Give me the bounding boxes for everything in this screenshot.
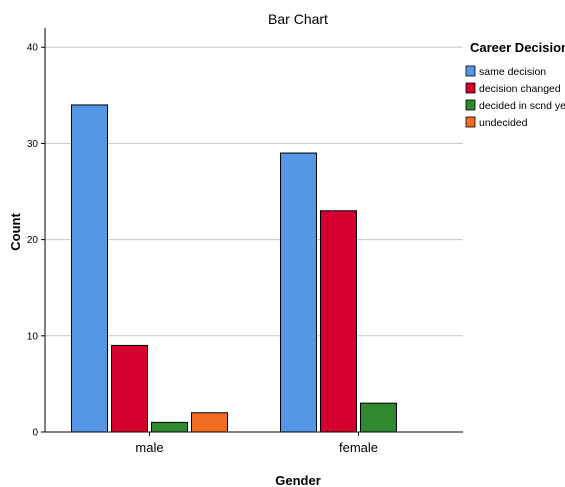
bar-female-same-decision [280,152,317,433]
legend-swatch [465,82,476,94]
legend-swatch [465,65,476,77]
bar-female-decision-changed [320,210,357,433]
y-tick-label: 30 [27,139,39,150]
axes [44,28,463,433]
legend-item-label: undecided [479,117,528,129]
legend-swatch [465,99,476,111]
chart-title: Bar Chart [268,11,328,27]
bar-male-same-decision [71,104,108,433]
legend-title: Career Decision [470,40,565,55]
x-category-label: male [135,440,163,455]
y-tick-label: 10 [27,331,39,342]
legend-swatch [465,116,476,128]
bar-male-undecided [191,412,228,433]
legend: Career Decision same decision decision ch… [465,40,565,129]
legend-item-label: decision changed [479,83,561,95]
gridlines [45,46,463,337]
x-axis-title: Gender [275,473,321,487]
y-axis-title: Count [8,213,23,251]
y-tick-label: 40 [27,43,39,54]
legend-item-label: same decision [479,66,546,78]
legend-item-label: decided in scnd year [479,100,565,112]
y-tick-labels: 0 10 20 30 40 [27,43,45,439]
x-category-labels: male female [135,432,378,455]
y-tick-label: 20 [27,235,39,246]
bar-male-decided-in-scnd-year [151,421,188,433]
bar-female-decided-in-scnd-year [360,402,397,433]
bar-male-decision-changed [111,344,148,433]
y-tick-label: 0 [32,428,38,439]
bars [71,104,397,433]
x-category-label: female [339,440,378,455]
